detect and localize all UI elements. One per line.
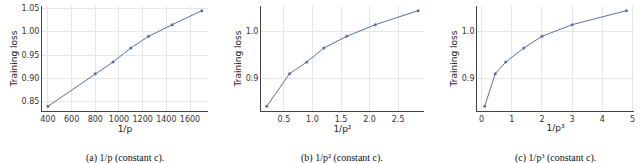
svg-text:0.90: 0.90 bbox=[22, 74, 40, 83]
svg-text:0.85: 0.85 bbox=[22, 97, 40, 106]
svg-text:1000: 1000 bbox=[109, 115, 129, 124]
svg-text:0.9: 0.9 bbox=[462, 74, 475, 83]
svg-text:0.5: 0.5 bbox=[278, 115, 291, 124]
svg-text:1: 1 bbox=[509, 115, 514, 124]
svg-text:2: 2 bbox=[539, 115, 544, 124]
svg-text:600: 600 bbox=[64, 115, 79, 124]
svg-text:1.5: 1.5 bbox=[335, 115, 348, 124]
svg-text:Training loss: Training loss bbox=[233, 30, 243, 87]
svg-text:0.9: 0.9 bbox=[246, 74, 259, 83]
svg-text:Training loss: Training loss bbox=[449, 30, 459, 87]
svg-text:1200: 1200 bbox=[132, 115, 152, 124]
svg-text:1/p³: 1/p³ bbox=[547, 123, 565, 133]
svg-text:800: 800 bbox=[88, 115, 103, 124]
svg-text:1/p: 1/p bbox=[118, 124, 133, 134]
svg-text:1.0: 1.0 bbox=[462, 27, 475, 36]
svg-text:1400: 1400 bbox=[156, 115, 176, 124]
svg-text:2.5: 2.5 bbox=[392, 115, 405, 124]
svg-text:1600: 1600 bbox=[180, 115, 200, 124]
svg-text:1.0: 1.0 bbox=[306, 115, 319, 124]
svg-text:0: 0 bbox=[479, 115, 484, 124]
svg-text:4: 4 bbox=[600, 115, 605, 124]
svg-text:5: 5 bbox=[630, 115, 635, 124]
svg-text:1.05: 1.05 bbox=[22, 4, 40, 13]
svg-text:Training loss: Training loss bbox=[9, 30, 19, 87]
svg-text:400: 400 bbox=[40, 115, 55, 124]
svg-text:(b) 1/p² (constant c).: (b) 1/p² (constant c). bbox=[301, 152, 383, 163]
svg-text:1/p²: 1/p² bbox=[333, 124, 351, 134]
svg-text:1.00: 1.00 bbox=[22, 27, 40, 36]
svg-text:1.0: 1.0 bbox=[246, 27, 259, 36]
svg-text:(c) 1/p³ (constant c).: (c) 1/p³ (constant c). bbox=[515, 152, 596, 163]
svg-text:3: 3 bbox=[570, 115, 575, 124]
svg-text:0.95: 0.95 bbox=[22, 51, 40, 60]
svg-text:(a) 1/p (constant c).: (a) 1/p (constant c). bbox=[86, 152, 164, 163]
svg-text:2.0: 2.0 bbox=[363, 115, 376, 124]
